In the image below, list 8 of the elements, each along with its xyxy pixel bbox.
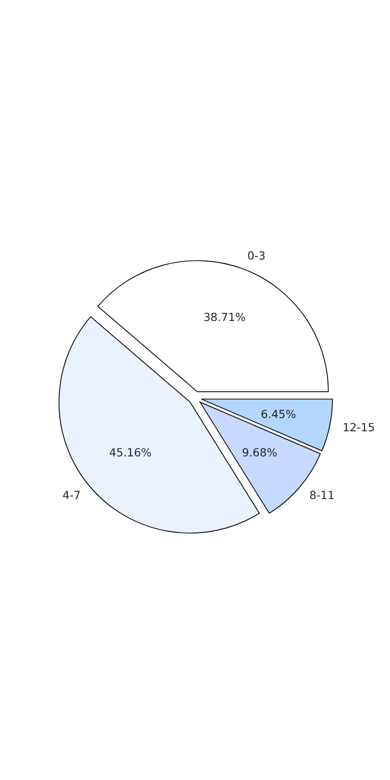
data-label: 38.71% <box>204 312 246 322</box>
data-label: 45.16% <box>110 448 151 457</box>
slice-label: 8-11 <box>310 490 334 500</box>
data-label: 6.45% <box>262 410 296 418</box>
slice-label: 12-15 <box>344 422 374 432</box>
slice-label: 4-7 <box>63 490 80 500</box>
slice-label: 0-3 <box>248 251 265 260</box>
data-label: 9.68% <box>242 448 277 457</box>
